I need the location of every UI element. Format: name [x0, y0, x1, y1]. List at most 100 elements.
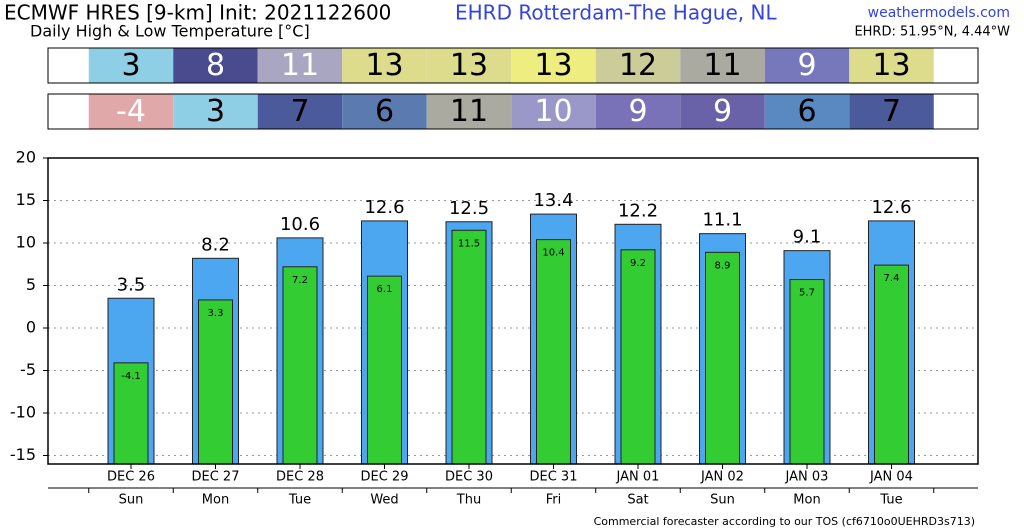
summary-value: 11	[450, 94, 488, 129]
summary-value: 13	[534, 48, 572, 83]
x-tick-label: DEC 27	[192, 470, 240, 485]
summary-cell	[849, 94, 934, 129]
y-tick-label: 20	[16, 148, 36, 167]
summary-border	[47, 47, 979, 84]
low-bar	[789, 279, 825, 465]
y-tick-label: -15	[10, 445, 36, 464]
low-bar	[451, 229, 487, 465]
low-label: -4.1	[121, 371, 141, 382]
summary-value: -4	[116, 94, 146, 129]
summary-value: 7	[290, 94, 309, 129]
weekday-label: Mon	[793, 493, 820, 508]
weekday-label: Mon	[202, 493, 229, 508]
weekday-label: Sun	[710, 493, 735, 508]
x-tick-label: DEC 30	[445, 470, 493, 485]
y-tick-label: 10	[16, 233, 36, 252]
summary-cell	[426, 94, 512, 129]
x-tick-label: JAN 04	[869, 470, 913, 485]
summary-value: 10	[534, 94, 572, 129]
weekday-label: Tue	[288, 493, 311, 508]
summary-cell	[764, 94, 850, 129]
low-bar	[282, 266, 318, 465]
coords: EHRD: 51.95°N, 4.44°W	[854, 25, 1010, 40]
summary-cell	[342, 94, 427, 129]
low-label: 6.1	[377, 284, 393, 295]
summary-value: 13	[450, 48, 488, 83]
high-label: 13.4	[533, 190, 573, 211]
summary-value: 6	[797, 94, 816, 129]
x-tick-label: JAN 03	[785, 470, 829, 485]
low-label: 5.7	[799, 288, 815, 299]
summary-border	[47, 93, 979, 130]
low-bar	[198, 299, 233, 465]
summary-value: 11	[703, 48, 741, 83]
summary-cell	[426, 48, 512, 83]
y-tick-label: 5	[26, 275, 36, 294]
low-label: 10.4	[542, 248, 564, 259]
low-bar	[367, 275, 402, 465]
low-label: 8.9	[715, 260, 731, 271]
weekday-label: Sat	[627, 493, 648, 508]
x-tick-label: DEC 26	[107, 470, 155, 485]
x-tick-label: DEC 31	[530, 470, 578, 485]
summary-cell	[342, 48, 427, 83]
y-tick-label: -10	[10, 403, 36, 422]
summary-value: 9	[797, 48, 816, 83]
summary-cell	[173, 94, 258, 129]
high-label: 8.2	[201, 234, 230, 255]
x-tick-label: JAN 02	[700, 470, 744, 485]
weekday-label: Sun	[119, 493, 144, 508]
summary-value: 9	[628, 94, 647, 129]
high-label: 12.6	[364, 197, 404, 218]
y-tick-label: -5	[20, 360, 36, 379]
summary-cell	[88, 94, 174, 129]
y-tick-label: 0	[26, 318, 36, 337]
high-label: 12.2	[618, 200, 658, 221]
high-label: 12.6	[871, 197, 911, 218]
summary-cell	[257, 94, 343, 129]
summary-value: 13	[365, 48, 403, 83]
summary-cell	[511, 48, 596, 83]
summary-value: 9	[713, 94, 732, 129]
low-label: 7.4	[884, 273, 900, 284]
low-label: 7.2	[292, 275, 308, 286]
low-label: 11.5	[458, 238, 480, 249]
summary-cell	[511, 94, 596, 129]
summary-cell	[595, 48, 681, 83]
weekday-label: Fri	[546, 493, 562, 508]
summary-cell	[764, 48, 850, 83]
summary-value: 6	[375, 94, 394, 129]
summary-value: 12	[619, 48, 657, 83]
low-bar	[874, 264, 909, 465]
weekday-label: Thu	[456, 493, 481, 508]
weekday-label: Wed	[370, 493, 398, 508]
location: EHRD Rotterdam-The Hague, NL	[455, 1, 777, 25]
low-label: 9.2	[630, 258, 646, 269]
summary-value: 3	[206, 94, 225, 129]
summary-value: 13	[872, 48, 910, 83]
summary-value: 8	[206, 48, 225, 83]
high-label: 12.5	[449, 198, 489, 219]
y-tick-label: 15	[16, 190, 36, 209]
summary-cell	[257, 48, 343, 83]
high-label: 3.5	[117, 274, 146, 295]
footer: Commercial forecaster according to our T…	[594, 515, 975, 528]
low-bar	[536, 239, 571, 465]
high-label: 11.1	[702, 210, 742, 231]
low-bar	[620, 249, 656, 465]
plot-frame	[47, 157, 979, 465]
low-bar	[705, 251, 740, 465]
x-tick-label: JAN 01	[616, 470, 660, 485]
summary-cell	[680, 94, 765, 129]
summary-value: 7	[882, 94, 901, 129]
low-label: 3.3	[208, 308, 224, 319]
x-tick-label: DEC 29	[361, 470, 409, 485]
high-label: 10.6	[280, 214, 320, 235]
x-tick-label: DEC 28	[276, 470, 324, 485]
summary-cell	[173, 48, 258, 83]
chart-title: ECMWF HRES [9-km] Init: 2021122600	[4, 1, 391, 25]
summary-cell	[680, 48, 765, 83]
weekday-label: Tue	[879, 493, 902, 508]
summary-cell	[88, 48, 174, 83]
summary-cell	[595, 94, 681, 129]
